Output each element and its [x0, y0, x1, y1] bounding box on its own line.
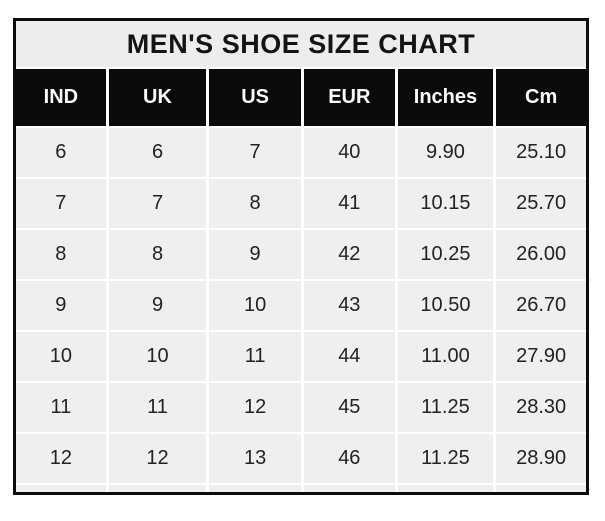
table-cell: 26.00	[496, 230, 586, 279]
column-header-eur: EUR	[303, 69, 395, 126]
table-cell: 12	[108, 434, 207, 483]
table-cell: 6	[16, 128, 106, 177]
table-cell: 6	[108, 128, 207, 177]
table-cell: 8	[108, 230, 207, 279]
column-header-cm: Cm	[496, 69, 586, 126]
table-cell: 7	[16, 179, 106, 228]
table-cell: 42	[303, 230, 395, 279]
table-cell: 12	[16, 434, 106, 483]
table-cell: 11	[108, 383, 207, 432]
table-cell: 10.15	[397, 179, 494, 228]
column-header-ind: IND	[16, 69, 106, 126]
table-bottom-spacer-cell	[209, 485, 301, 492]
table-cell: 9	[209, 230, 301, 279]
table-cell: 41	[303, 179, 395, 228]
table-cell: 8	[209, 179, 301, 228]
table-cell: 11.25	[397, 383, 494, 432]
table-cell: 10.25	[397, 230, 494, 279]
table-cell: 10.50	[397, 281, 494, 330]
table-bottom-spacer-cell	[496, 485, 586, 492]
column-header-uk: UK	[108, 69, 207, 126]
table-cell: 12	[209, 383, 301, 432]
column-header-us: US	[209, 69, 301, 126]
table-cell: 28.90	[496, 434, 586, 483]
table-cell: 11	[16, 383, 106, 432]
table-cell: 10	[209, 281, 301, 330]
table-cell: 43	[303, 281, 395, 330]
table-cell: 9	[108, 281, 207, 330]
table-cell: 28.30	[496, 383, 586, 432]
table-cell: 46	[303, 434, 395, 483]
table-cell: 11.25	[397, 434, 494, 483]
table-cell: 44	[303, 332, 395, 381]
table-cell: 7	[108, 179, 207, 228]
table-cell: 8	[16, 230, 106, 279]
table-cell: 25.10	[496, 128, 586, 177]
table-cell: 26.70	[496, 281, 586, 330]
table-bottom-spacer-cell	[397, 485, 494, 492]
table-cell: 27.90	[496, 332, 586, 381]
table-cell: 11	[209, 332, 301, 381]
table-cell: 11.00	[397, 332, 494, 381]
column-header-inches: Inches	[397, 69, 494, 126]
table-cell: 40	[303, 128, 395, 177]
table-cell: 9	[16, 281, 106, 330]
table-cell: 9.90	[397, 128, 494, 177]
table-cell: 7	[209, 128, 301, 177]
table-cell: 13	[209, 434, 301, 483]
table-bottom-spacer-cell	[108, 485, 207, 492]
table-cell: 10	[16, 332, 106, 381]
mens-shoe-size-chart-table: MEN'S SHOE SIZE CHART IND UK US EUR Inch…	[13, 18, 589, 495]
table-bottom-spacer-cell	[16, 485, 106, 492]
table-bottom-spacer-cell	[303, 485, 395, 492]
table-cell: 25.70	[496, 179, 586, 228]
table-cell: 45	[303, 383, 395, 432]
chart-title: MEN'S SHOE SIZE CHART	[16, 21, 586, 67]
table-cell: 10	[108, 332, 207, 381]
